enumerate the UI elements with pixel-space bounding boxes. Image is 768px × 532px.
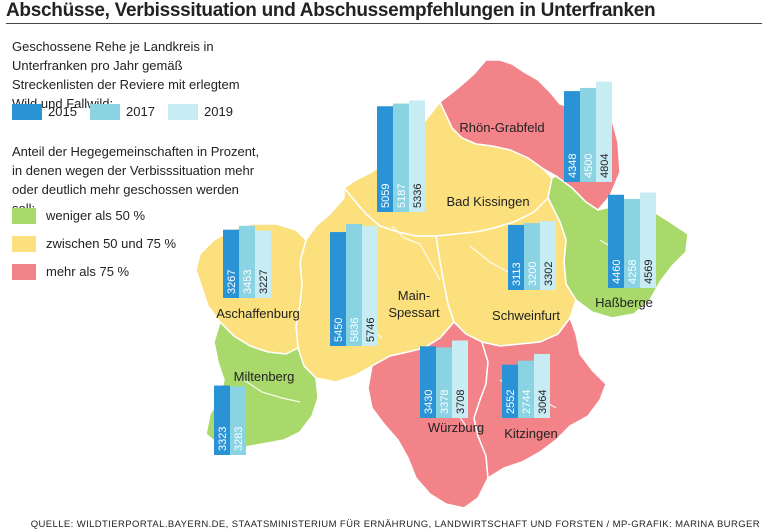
bars-legend-heading: Geschossene Rehe je Landkreis in Unterfr… xyxy=(12,39,240,111)
bar-value-bad-kissingen-2017: 5187 xyxy=(396,184,408,208)
legend-swatch-2019 xyxy=(168,104,198,120)
bar-hassberge-2019 xyxy=(640,192,656,288)
bar-value-rhoen-grabfeld-2019: 4804 xyxy=(599,154,611,178)
bar-kitzingen-2019 xyxy=(534,353,550,418)
legend-swatch-low xyxy=(12,208,36,224)
legend-label-high: mehr als 75 % xyxy=(46,264,130,279)
bar-value-miltenberg-2017: 3283 xyxy=(233,427,245,451)
bar-value-main-spessart-2015: 5450 xyxy=(333,318,345,342)
bar-kitzingen-2017 xyxy=(518,360,534,418)
bar-miltenberg-2017 xyxy=(230,386,246,455)
legend-label-2017: 2017 xyxy=(126,104,155,119)
bar-kitzingen-2015 xyxy=(502,364,518,418)
bar-main-spessart-2017 xyxy=(346,224,362,346)
region-label-main-spessart: Main- xyxy=(398,288,431,303)
bar-value-hassberge-2019: 4569 xyxy=(643,260,655,284)
region-label-main-spessart: Spessart xyxy=(388,305,440,320)
bar-miltenberg-2015 xyxy=(214,385,230,455)
bar-main-spessart-2015 xyxy=(330,232,346,346)
bar-aschaffenburg-2017 xyxy=(239,225,255,298)
bar-value-miltenberg-2015: 3323 xyxy=(217,427,229,451)
bar-value-schweinfurt-2015: 3113 xyxy=(511,262,523,286)
bar-wuerzburg-2015 xyxy=(420,346,436,418)
bar-bad-kissingen-2019 xyxy=(409,100,425,212)
bar-value-main-spessart-2017: 5836 xyxy=(349,318,361,342)
legend-swatch-high xyxy=(12,264,36,280)
bar-wuerzburg-2017 xyxy=(436,347,452,418)
bar-value-aschaffenburg-2015: 3267 xyxy=(226,270,238,294)
region-label-kitzingen: Kitzingen xyxy=(504,426,557,441)
bar-main-spessart-2019 xyxy=(362,225,378,346)
bar-schweinfurt-2015 xyxy=(508,224,524,290)
legend-label-mid: zwischen 50 und 75 % xyxy=(46,236,177,251)
region-label-wuerzburg: Würzburg xyxy=(428,420,484,435)
bar-schweinfurt-2019 xyxy=(540,220,556,290)
legend-swatch-2015 xyxy=(12,104,42,120)
bar-value-aschaffenburg-2019: 3227 xyxy=(258,270,270,294)
legend-label-low: weniger als 50 % xyxy=(46,208,145,223)
bar-hassberge-2015 xyxy=(608,194,624,288)
title-divider xyxy=(6,23,762,24)
bar-rhoen-grabfeld-2015 xyxy=(564,91,580,182)
bar-value-rhoen-grabfeld-2015: 4348 xyxy=(567,154,579,178)
bar-value-bad-kissingen-2015: 5059 xyxy=(380,184,392,208)
bar-bad-kissingen-2015 xyxy=(377,106,393,212)
region-label-aschaffenburg: Aschaffenburg xyxy=(216,306,300,321)
bar-value-wuerzburg-2019: 3708 xyxy=(455,390,467,414)
bar-value-hassberge-2015: 4460 xyxy=(611,260,623,284)
legend-swatch-mid xyxy=(12,236,36,252)
bar-value-main-spessart-2019: 5746 xyxy=(365,318,377,342)
page-title: Abschüsse, Verbisssituation und Abschuss… xyxy=(6,0,656,21)
areas-legend-heading: Anteil der Hegegemeinschaften in Prozent… xyxy=(12,144,260,216)
bar-value-schweinfurt-2019: 3302 xyxy=(543,262,555,286)
bar-bad-kissingen-2017 xyxy=(393,103,409,212)
bar-value-wuerzburg-2015: 3430 xyxy=(423,390,435,414)
legend-label-2019: 2019 xyxy=(204,104,233,119)
bar-wuerzburg-2019 xyxy=(452,340,468,418)
bar-value-kitzingen-2015: 2552 xyxy=(505,390,517,414)
bar-value-aschaffenburg-2017: 3453 xyxy=(242,270,254,294)
legend-label-2015: 2015 xyxy=(48,104,77,119)
bar-value-bad-kissingen-2019: 5336 xyxy=(412,184,424,208)
bar-schweinfurt-2017 xyxy=(524,223,540,290)
region-label-bad-kissingen: Bad Kissingen xyxy=(446,194,529,209)
bar-value-rhoen-grabfeld-2017: 4500 xyxy=(583,154,595,178)
region-label-schweinfurt: Schweinfurt xyxy=(492,308,560,323)
region-label-hassberge: Haßberge xyxy=(595,295,653,310)
source-footer: QUELLE: WILDTIERPORTAL.BAYERN.DE, STAATS… xyxy=(30,519,760,530)
bar-value-kitzingen-2017: 2744 xyxy=(521,390,533,414)
bar-value-hassberge-2017: 4258 xyxy=(627,260,639,284)
bar-hassberge-2017 xyxy=(624,198,640,288)
bar-aschaffenburg-2015 xyxy=(223,229,239,298)
bar-value-kitzingen-2019: 3064 xyxy=(537,390,549,414)
bar-value-wuerzburg-2017: 3378 xyxy=(439,390,451,414)
bar-rhoen-grabfeld-2019 xyxy=(596,81,612,182)
bar-aschaffenburg-2019 xyxy=(255,230,271,298)
region-label-miltenberg: Miltenberg xyxy=(234,369,295,384)
bar-value-schweinfurt-2017: 3200 xyxy=(527,262,539,286)
legend-swatch-2017 xyxy=(90,104,120,120)
bar-rhoen-grabfeld-2017 xyxy=(580,87,596,182)
region-label-rhoen-grabfeld: Rhön-Grabfeld xyxy=(459,120,544,135)
